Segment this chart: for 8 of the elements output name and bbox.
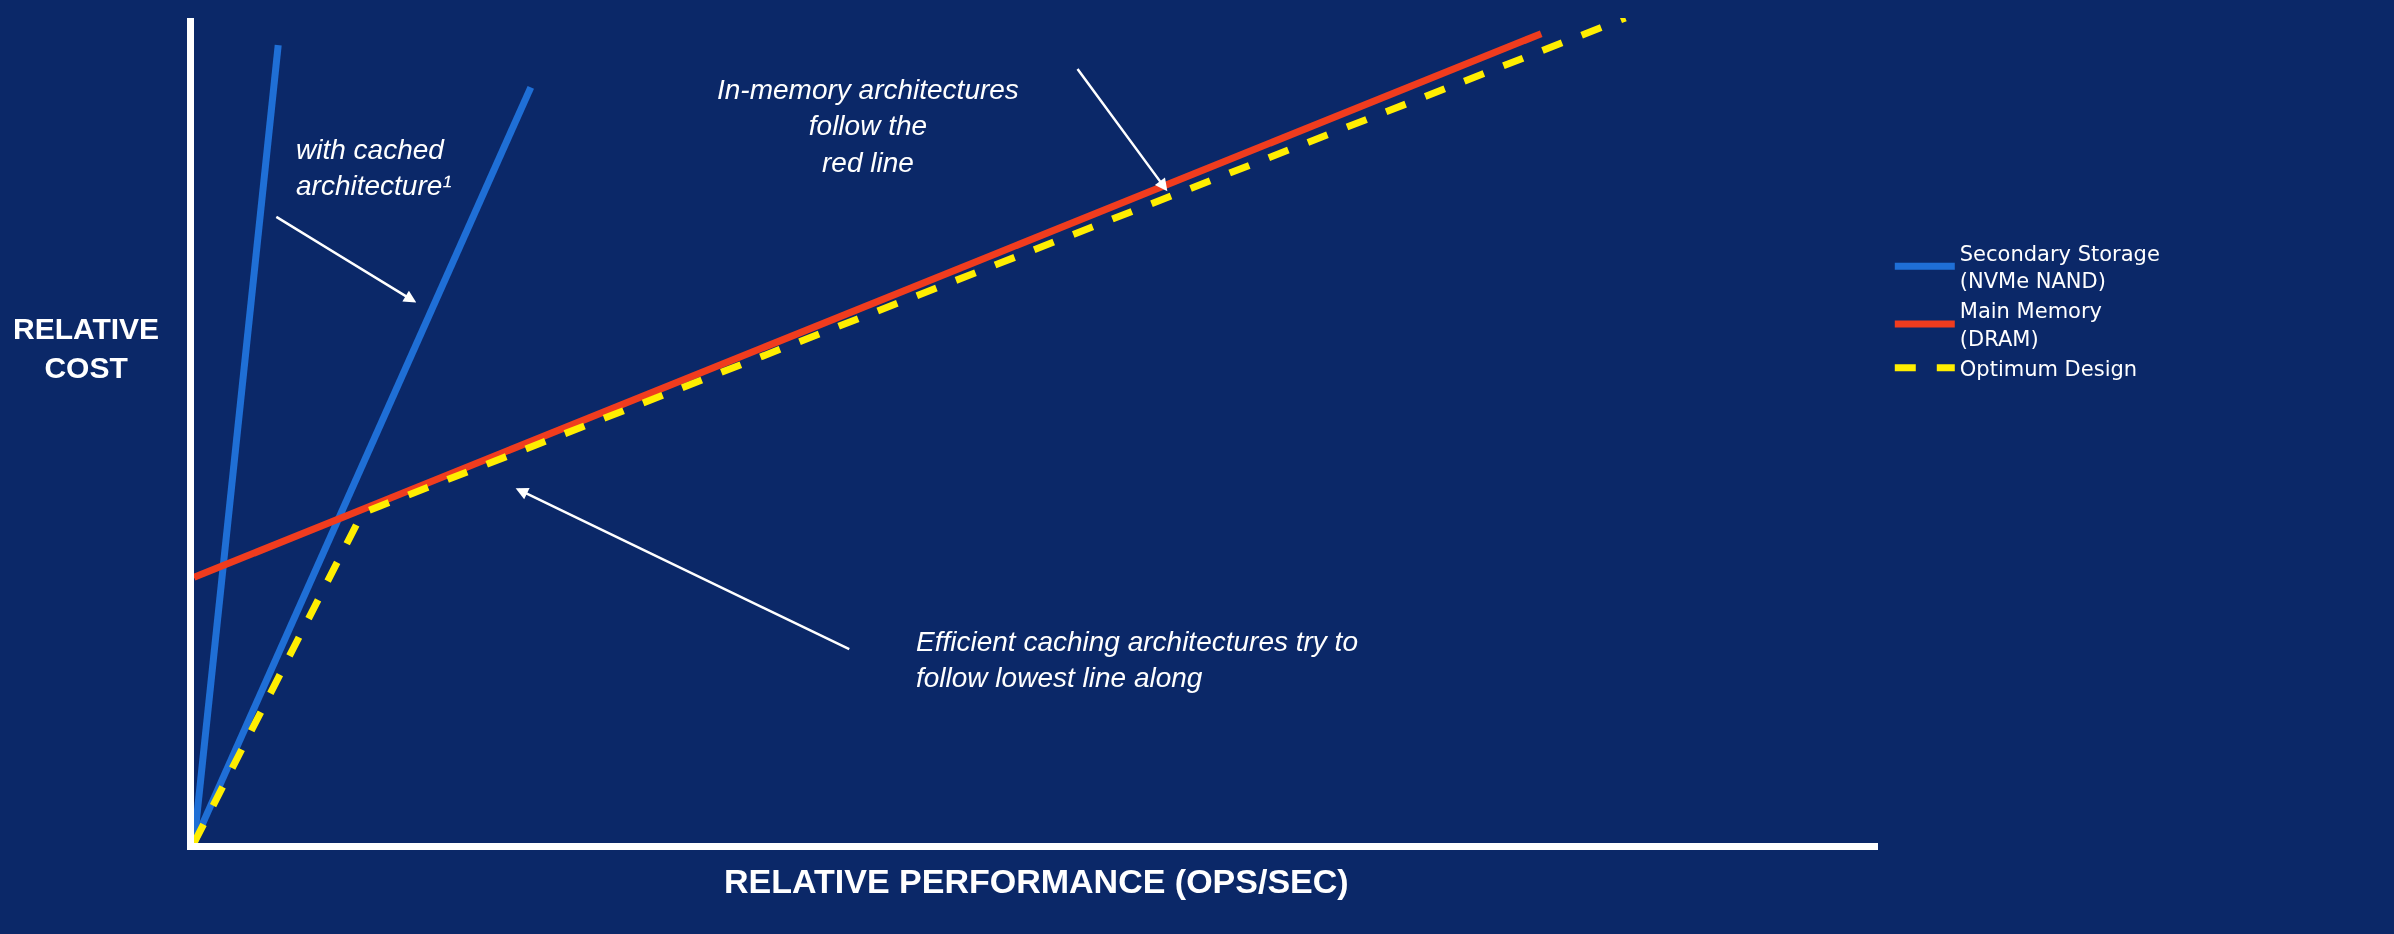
legend-label: Secondary Storage (NVMe NAND) — [1959, 241, 2160, 294]
x-axis-title: RELATIVE PERFORMANCE (OPS/SEC) — [724, 862, 1349, 900]
legend-label: Main Memory (DRAM) — [1959, 299, 2103, 351]
annotation: with cached architecture¹ — [296, 134, 452, 202]
annotation: In-memory architectures follow the red line — [717, 74, 1019, 178]
annotation: Efficient caching architectures try to follow lowest line along — [916, 626, 1358, 694]
legend-label: Optimum Design — [1959, 357, 2138, 382]
y-axis-title: RELATIVE COST — [13, 312, 160, 384]
